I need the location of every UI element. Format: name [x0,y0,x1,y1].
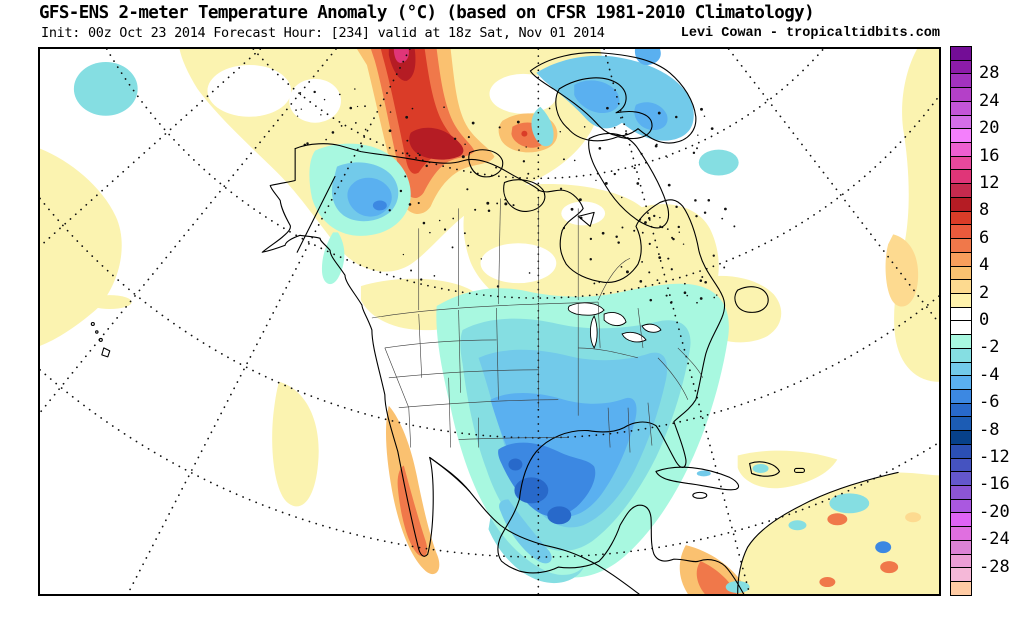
colorbar-label: -4 [979,364,1000,385]
colorbar-cell [951,211,971,226]
great-lakes [567,302,662,349]
colorbar-cell [951,568,971,583]
colorbar-cell [951,88,971,102]
colorbar-cell [951,417,971,432]
colorbar-cell [951,376,971,390]
colorbar-cell [951,527,971,541]
colorbar-cell [951,499,971,514]
colorbar-cell [951,115,971,130]
colorbar-label: -16 [979,474,1010,495]
colorbar-label: -8 [979,419,1000,440]
colorbar-cell [951,431,971,445]
colorbar-label: 0 [979,310,990,330]
colorbar-cell [951,156,971,171]
colorbar-cell [951,554,971,569]
colorbar-cell [951,74,971,89]
forecast-init-line: Init: 00z Oct 23 2014 Forecast Hour: [23… [41,25,605,41]
colorbar-label: -6 [979,392,1000,413]
colorbar-cell [951,307,971,322]
map-frame [38,47,941,596]
colorbar-label: -2 [979,337,1000,358]
colorbar-cell [951,239,971,253]
colorbar-label: 8 [979,200,990,221]
warm-anomaly-magenta-tip [393,49,409,63]
colorbar-label: -28 [979,556,1010,577]
colorbar-cell [951,486,971,500]
weather-map [40,49,939,594]
colorbar-cell [951,47,971,61]
colorbar-cell [951,362,971,377]
colorbar-cell [951,143,971,157]
colorbar-cell [951,60,971,75]
graticule-dotted-lines [40,49,939,594]
cold-anomaly-royal-cores [508,458,572,525]
colorbar-label: 6 [979,227,990,248]
state-borders [371,198,704,453]
colorbar-cell [951,225,971,240]
colorbar-label: -24 [979,529,1010,550]
coastlines [90,52,899,594]
credit-line: Levi Cowan - tropicaltidbits.com [680,26,940,41]
colorbar-label: 4 [979,255,990,276]
colorbar-label: 28 [979,63,1000,84]
colorbar-cell [951,540,971,555]
colorbar-cell [951,403,971,418]
colorbar-cell [951,293,971,308]
colorbar-cell [951,582,971,595]
colorbar-cell [951,458,971,473]
colorbar-cell [951,101,971,116]
colorbar-cell [951,348,971,363]
cold-anomaly-medium-layer [372,200,892,554]
colorbar-cell [951,321,971,336]
colorbar-label: 16 [979,145,1000,166]
colorbar-label: -20 [979,501,1010,522]
colorbar-cell [951,280,971,294]
colorbar-cell [951,170,971,185]
colorbar-cell [951,444,971,459]
colorbar-label: 24 [979,90,1000,111]
warm-anomaly-light-layer [885,234,922,523]
colorbar-cell [951,184,971,198]
colorbar-cell [951,197,971,212]
colorbar-cell [951,335,971,349]
colorbar-cell [951,266,971,281]
colorbar-label: 2 [979,282,990,303]
colorbar-cell [951,389,971,404]
page-title: GFS-ENS 2-meter Temperature Anomaly (°C)… [39,3,815,23]
colorbar-label: 12 [979,173,1000,193]
colorbar-cell [951,513,971,528]
colorbar-cell [951,252,971,267]
colorbar-cell [951,472,971,486]
colorbar-label: -12 [979,447,1010,467]
colorbar-cell [951,129,971,144]
colorbar [950,46,972,596]
colorbar-label: 20 [979,118,1000,139]
